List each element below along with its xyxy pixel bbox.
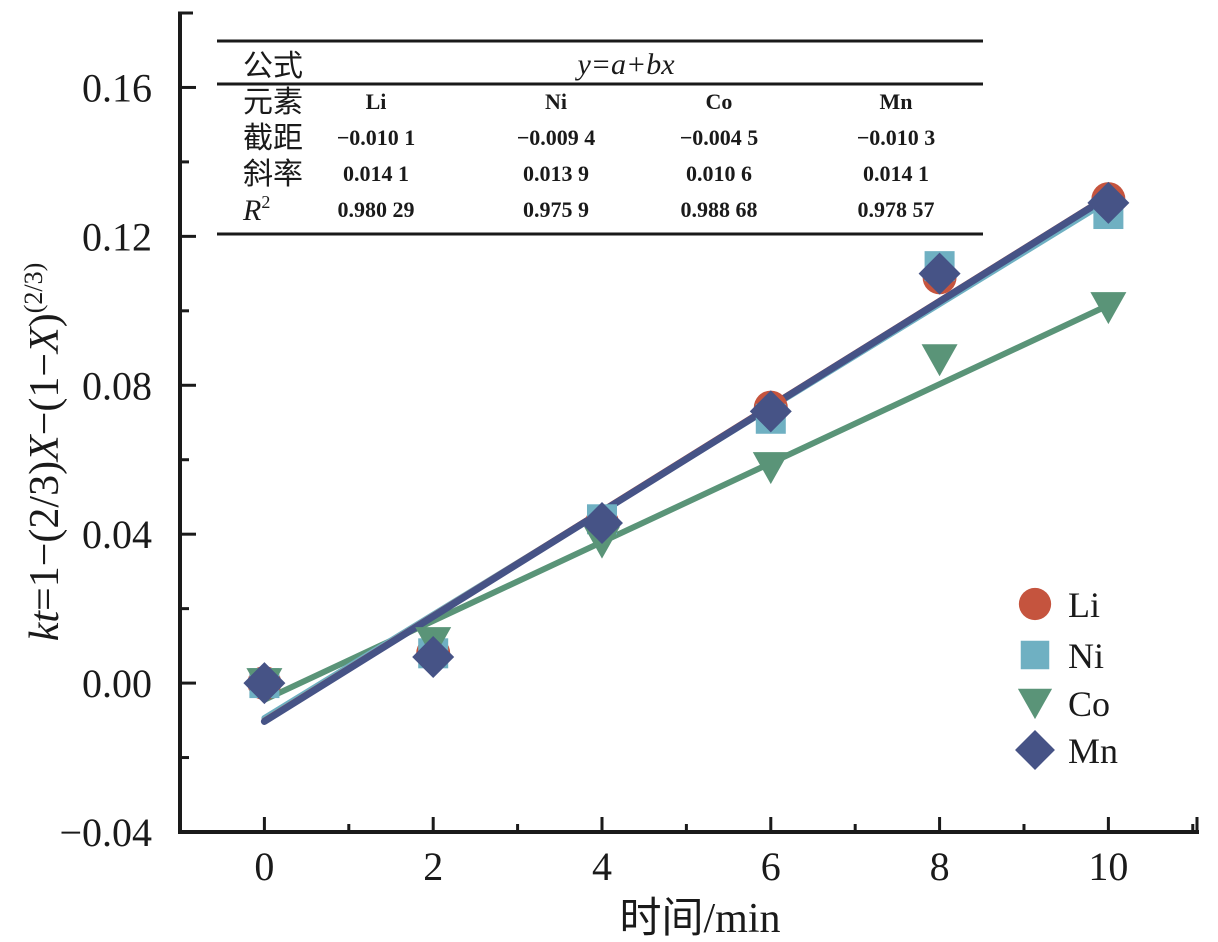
- y-tick-label: 0.00: [82, 661, 152, 706]
- x-tick-label: 0: [254, 844, 274, 889]
- x-tick-label: 4: [592, 844, 612, 889]
- y-tick-label: 0.04: [82, 512, 152, 557]
- table-cell: −0.004 5: [680, 125, 759, 150]
- table-cell: 0.988 68: [681, 197, 758, 222]
- table-row-label: 元素: [243, 86, 303, 119]
- legend-label: Li: [1068, 585, 1100, 625]
- table-cell: Ni: [545, 89, 567, 114]
- data-point-co: [921, 344, 958, 377]
- table-cell: −0.010 3: [857, 125, 936, 150]
- fit-line-mn: [260, 193, 1112, 725]
- x-tick-label: 2: [423, 844, 443, 889]
- legend-marker-li: [1018, 587, 1052, 621]
- fit-lines: [260, 192, 1112, 725]
- table-cell: −0.010 1: [337, 125, 416, 150]
- legend-label: Ni: [1068, 636, 1104, 676]
- y-tick-label: 0.12: [82, 214, 152, 259]
- r-squared-superscript: 2: [261, 192, 270, 212]
- table-cell: 0.014 1: [343, 161, 409, 186]
- x-tick-label: 6: [761, 844, 781, 889]
- x-ticks: 0 2 4 6 8 10: [254, 817, 1195, 889]
- table-cell: 0.975 9: [523, 197, 589, 222]
- data-points: [243, 181, 1130, 705]
- legend-marker-ni: [1020, 640, 1050, 670]
- y-tick-label: 0.08: [82, 363, 152, 408]
- data-point-co: [1090, 292, 1127, 325]
- table-row-label: 斜率: [243, 158, 303, 191]
- table-formula-label: 公式: [243, 50, 303, 83]
- y-title-superscript: (2/3): [19, 263, 48, 314]
- table-row-label: R2: [242, 192, 270, 227]
- legend-label: Mn: [1068, 731, 1118, 771]
- data-point-mn: [1087, 181, 1130, 224]
- y-title-part: kt: [22, 610, 68, 642]
- table-cell: 0.014 1: [863, 161, 929, 186]
- y-title-part: −(1−: [22, 353, 68, 435]
- x-tick-label: 10: [1088, 844, 1128, 889]
- legend: Li Ni Co Mn: [1015, 585, 1118, 771]
- data-point-mn: [412, 636, 455, 679]
- annotation-table: 公式 y=a+bx 元素 截距 斜率 R2 Li Ni Co Mn −0.010 1 −0…: [217, 39, 983, 236]
- table-formula: y=a+bx: [574, 48, 675, 81]
- data-point-co: [752, 452, 789, 485]
- x-axis-title: 时间/min: [619, 896, 780, 942]
- y-title-part: X: [22, 433, 68, 463]
- table-cell: 0.010 6: [686, 161, 752, 186]
- table-cell: 0.013 9: [523, 161, 589, 186]
- y-axis-title: kt=1−(2/3)X−(1−X)(2/3): [19, 263, 68, 642]
- legend-marker-mn: [1015, 730, 1055, 770]
- y-tick-label: −0.04: [59, 810, 152, 855]
- data-point-mn: [749, 390, 792, 433]
- r-squared-label: R: [242, 194, 261, 227]
- table-cells: Li Ni Co Mn −0.010 1 −0.009 4 −0.004 5 −0.010 3…: [337, 89, 936, 222]
- table-cell: 0.980 29: [338, 197, 415, 222]
- y-title-part: ): [22, 313, 68, 327]
- table-cell: Co: [706, 89, 733, 114]
- table-cell: −0.009 4: [517, 125, 596, 150]
- data-point-mn: [243, 662, 286, 705]
- y-title-part: =1−(2/3): [22, 461, 68, 611]
- table-cell: Mn: [880, 89, 913, 114]
- data-point-mn: [918, 252, 961, 295]
- y-tick-label: 0.16: [82, 65, 152, 110]
- table-cell: 0.978 57: [858, 197, 935, 222]
- x-tick-label: 8: [930, 844, 950, 889]
- y-title-part: X: [22, 325, 68, 355]
- table-cell: Li: [366, 89, 387, 114]
- table-row-label: 截距: [243, 122, 303, 155]
- data-point-mn: [580, 502, 623, 545]
- legend-marker-co: [1017, 688, 1053, 720]
- y-ticks: −0.04 0.00 0.04 0.08 0.12 0.16: [59, 65, 196, 855]
- legend-label: Co: [1068, 684, 1110, 724]
